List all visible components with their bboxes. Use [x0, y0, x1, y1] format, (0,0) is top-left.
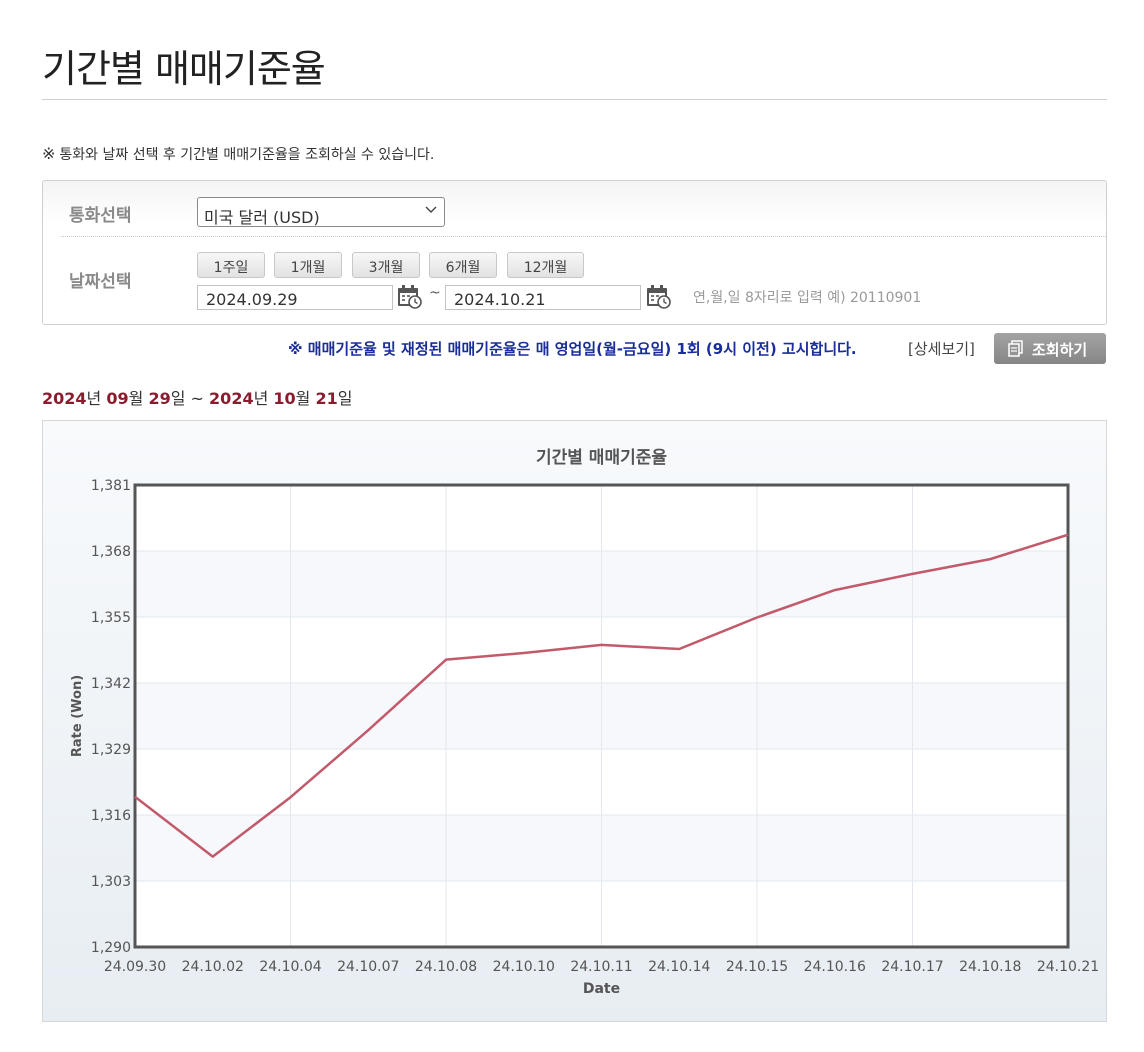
plot-frame	[133, 483, 1070, 949]
document-icon	[1008, 340, 1023, 357]
series-line	[134, 533, 1069, 858]
y-tick-label: 1,329	[91, 742, 131, 758]
x-tick-label: 24.10.15	[726, 959, 788, 975]
rate-line-chart: 1,290 1,303 1,316 1,329 1,342 1,355 1,368 1,381…	[70, 448, 1099, 997]
query-button-label: 조회하기	[1032, 341, 1088, 359]
date-separator: ~	[429, 285, 441, 301]
date-format-hint: 연,월,일 8자리로 입력 예) 20110901	[693, 290, 922, 306]
period-3month-button[interactable]: 3개월	[352, 252, 420, 278]
x-tick-label: 24.10.11	[570, 959, 632, 975]
range-end-month: 10	[273, 389, 296, 408]
notice-text: 통화와 날짜 선택 후 기간별 매매기준율을 조회하실 수 있습니다.	[59, 147, 435, 163]
selected-range: 2024년 09월 29일 ~ 2024년 10월 21일	[42, 385, 353, 409]
period-1month-button[interactable]: 1개월	[274, 252, 342, 278]
query-button[interactable]: 조회하기	[994, 333, 1106, 364]
x-tick-label: 24.10.17	[881, 959, 943, 975]
range-start-day: 29	[148, 389, 171, 408]
x-tick-label: 24.10.14	[648, 959, 710, 975]
range-unit-year: 년	[86, 389, 102, 408]
calendar-icon[interactable]	[396, 283, 422, 309]
y-tick-label: 1,355	[91, 610, 131, 626]
x-tick-label: 24.10.16	[804, 959, 866, 975]
y-axis-label: Rate (Won)	[70, 675, 85, 757]
range-unit-year: 년	[253, 389, 269, 408]
range-start-month: 09	[106, 389, 129, 408]
x-tick-label: 24.10.04	[259, 959, 321, 975]
y-tick-label: 1,303	[91, 874, 131, 890]
announcement-text: ※ 매매기준율 및 재정된 매매기준율은 매 영업일(월-금요일) 1회 (9시…	[288, 340, 857, 358]
range-unit-day: 일	[337, 389, 353, 408]
calendar-icon[interactable]	[645, 283, 671, 309]
range-start-year: 2024	[42, 389, 87, 408]
rate-chart: 1,290 1,303 1,316 1,329 1,342 1,355 1,368 1,381…	[42, 420, 1107, 1022]
x-tick-label: 24.10.10	[493, 959, 555, 975]
range-unit-day: 일	[170, 389, 186, 408]
period-1week-button[interactable]: 1주일	[197, 252, 265, 278]
y-tick-label: 1,381	[91, 478, 131, 494]
chart-title: 기간별 매매기준율	[536, 448, 667, 468]
detail-link[interactable]: [상세보기]	[908, 340, 975, 358]
row-divider	[61, 236, 1106, 237]
x-tick-label: 24.10.18	[959, 959, 1021, 975]
search-panel: 통화선택 미국 달러 (USD) 날짜선택 1주일 1개월 3개월 6개월 12…	[42, 180, 1107, 325]
y-tick-label: 1,290	[91, 940, 131, 956]
title-divider	[42, 99, 1107, 100]
x-tick-label: 24.10.07	[337, 959, 399, 975]
y-tick-label: 1,316	[91, 808, 131, 824]
range-end-year: 2024	[209, 389, 254, 408]
range-separator: ~	[190, 389, 204, 408]
chevron-down-icon	[425, 206, 437, 213]
end-date-input[interactable]: 2024.10.21	[445, 285, 641, 310]
range-end-day: 21	[315, 389, 338, 408]
x-axis-label: Date	[583, 981, 620, 997]
date-label: 날짜선택	[69, 272, 132, 292]
period-6month-button[interactable]: 6개월	[429, 252, 497, 278]
x-tick-label: 24.10.08	[415, 959, 477, 975]
currency-label: 통화선택	[69, 206, 132, 226]
x-tick-label: 24.10.02	[182, 959, 244, 975]
x-tick-label: 24.09.30	[104, 959, 166, 975]
info-notice: ※ 통화와 날짜 선택 후 기간별 매매기준율을 조회하실 수 있습니다.	[42, 144, 434, 164]
currency-select[interactable]: 미국 달러 (USD)	[197, 197, 445, 227]
period-12month-button[interactable]: 12개월	[507, 252, 584, 278]
range-unit-month: 월	[295, 389, 311, 408]
y-tick-label: 1,368	[91, 544, 131, 560]
x-tick-label: 24.10.21	[1037, 959, 1099, 975]
start-date-input[interactable]: 2024.09.29	[197, 285, 393, 310]
y-tick-label: 1,342	[91, 676, 131, 692]
currency-select-value: 미국 달러 (USD)	[204, 208, 320, 227]
notice-mark: ※	[42, 144, 56, 163]
range-unit-month: 월	[128, 389, 144, 408]
page-title: 기간별 매매기준율	[42, 47, 326, 91]
